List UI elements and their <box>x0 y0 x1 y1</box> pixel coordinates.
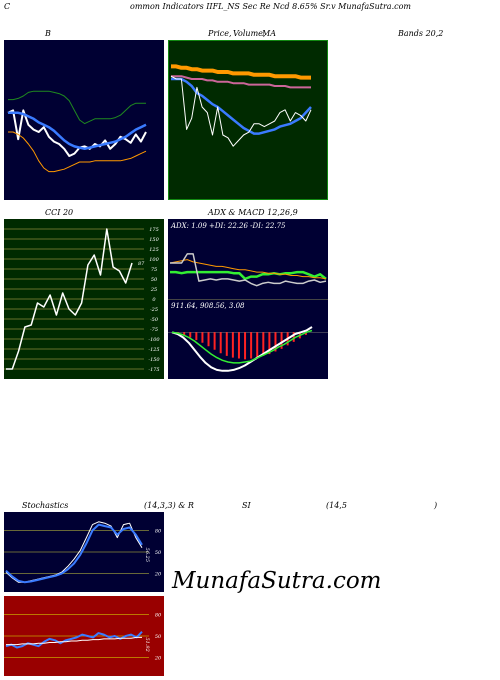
cci-tick-label: -150 <box>148 357 160 363</box>
stoch-params-label: (14,3,3) & R <box>144 501 194 510</box>
bollinger-series-2 <box>8 111 147 151</box>
bands-label: Bands 20,2 <box>398 29 444 38</box>
adx-series-0 <box>170 270 327 281</box>
cci-tick-label: 150 <box>149 237 159 243</box>
cci-tick-label: 175 <box>149 227 159 233</box>
cci-tick-label: -125 <box>148 347 159 353</box>
adx-macd-label: ADX & MACD 12,26,9 <box>208 208 298 217</box>
rsi-value-label: 51.92 <box>144 637 150 651</box>
cci-tick-label: -25 <box>150 307 158 313</box>
header-c: C <box>4 2 11 11</box>
stochastics-label: Stochastics <box>22 501 69 510</box>
cci-panel: 175 150 125 100 75 50 25 0 -25 -50 -75 -100 -125 -150… <box>4 219 164 379</box>
price-ma-label-c: MA <box>262 29 276 38</box>
cci-tick-label: 0 <box>152 297 156 303</box>
stochastics-panel: 80 50 20 56.25 <box>4 512 164 592</box>
cci-tick-label: 100 <box>149 257 159 263</box>
stochastics-series-1 <box>5 523 143 584</box>
macd-readout: 911.64, 908.56, 3.08 <box>171 302 245 310</box>
rsi-series-0 <box>5 631 143 649</box>
rsi-chart: 80 50 20 51.92 <box>4 612 162 662</box>
price-ma-label-a: Price, <box>208 29 232 38</box>
macd-series-0 <box>171 326 313 372</box>
bollinger-series-3 <box>8 131 147 173</box>
cci-tick-label: -100 <box>148 337 160 343</box>
bollinger-chart <box>7 90 147 173</box>
cci-tick-label: -50 <box>150 317 159 323</box>
stoch-value-label: 56.25 <box>144 548 150 562</box>
bollinger-series-0 <box>8 90 146 125</box>
rsi-tick-label: 80 <box>155 612 162 618</box>
watermark: MunafaSutra.com <box>172 568 382 594</box>
price_ma-series-2 <box>171 77 312 135</box>
adx-series-1 <box>169 259 327 280</box>
macd-panel: 911.64, 908.56, 3.08 <box>168 299 328 379</box>
adx-panel: ADX: 1.09 +DI: 22.26 -DI: 22.75 <box>168 219 328 299</box>
adx-readout: ADX: 1.09 +DI: 22.26 -DI: 22.75 <box>171 222 286 230</box>
cci-tick-label: 75 <box>151 267 157 273</box>
rsi-tick-label: 20 <box>154 656 162 662</box>
stoch-tick-label: 50 <box>155 550 162 556</box>
cci-tick-label: 25 <box>150 287 157 293</box>
bollinger-label: B <box>45 29 51 38</box>
price-ma-chart <box>170 64 312 147</box>
adx-series-2 <box>170 253 327 287</box>
price_ma-series-3 <box>170 75 312 147</box>
bollinger-panel <box>4 40 164 200</box>
price-ma-panel <box>168 40 328 200</box>
price_ma-series-0 <box>171 64 311 80</box>
rsi-tick-label: 50 <box>155 634 162 640</box>
rsi-close-label: ) <box>434 501 438 510</box>
price_ma-series-1 <box>171 75 311 89</box>
macd-chart <box>168 326 328 372</box>
macd-series-1 <box>171 329 313 364</box>
rsi-series-1 <box>6 636 142 646</box>
cci-label: CCI 20 <box>45 208 74 217</box>
rsi-params-label: (14,5 <box>326 501 347 510</box>
cci-tick-label: 50 <box>151 277 158 283</box>
price-ma-label-b: Volume, <box>233 29 266 38</box>
rsi-panel: 80 50 20 51.92 <box>4 596 164 676</box>
stoch-tick-label: 80 <box>155 528 162 534</box>
cci-tick-label: -75 <box>150 327 158 333</box>
stochastics-chart: 80 50 20 56.25 <box>4 521 162 584</box>
adx-chart <box>169 253 327 287</box>
page-title: ommon Indicators IIFL_NS Sec Re Ncd 8.65… <box>130 2 411 11</box>
cci-chart: 175 150 125 100 75 50 25 0 -25 -50 -75 -100 -125 -150… <box>4 227 160 373</box>
cci-tick-label: -175 <box>148 367 159 373</box>
cci-tick-label: 125 <box>149 247 159 253</box>
cci-series-0 <box>6 228 133 370</box>
stoch-tick-label: 20 <box>154 572 162 578</box>
rsi-label: SI <box>242 501 251 510</box>
cci-value-label: 87 <box>138 261 145 267</box>
